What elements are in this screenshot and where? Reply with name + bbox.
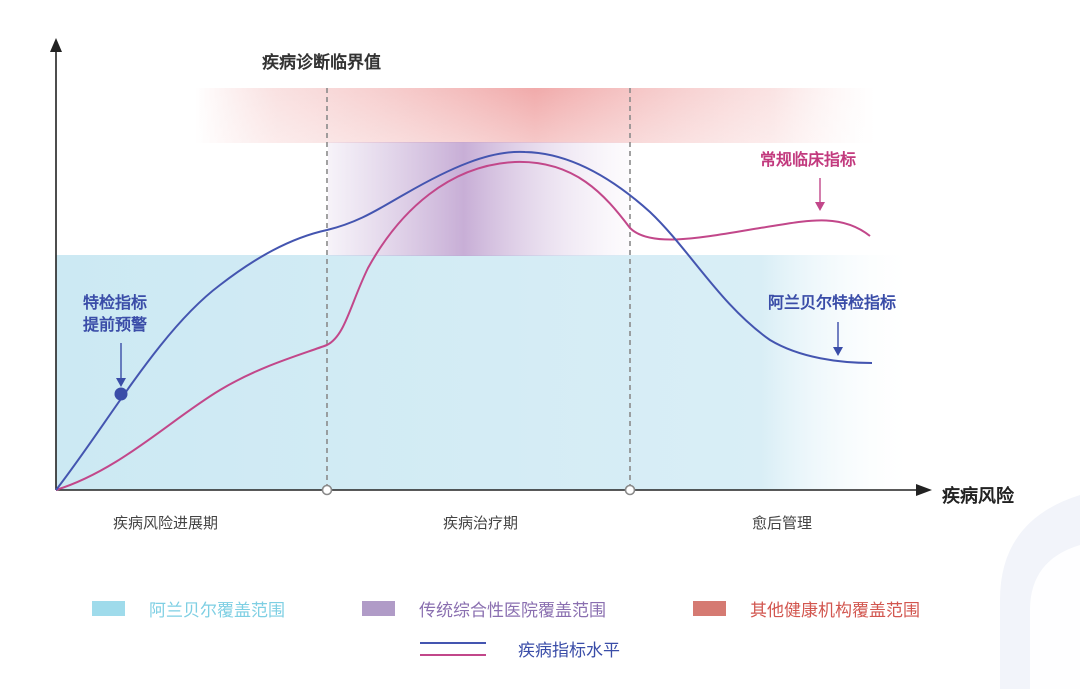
early-warning-label: 特检指标 提前预警	[83, 292, 147, 336]
legend-traditional-coverage: 传统综合性医院覆盖范围	[362, 596, 606, 621]
alan-special-indicator-curve	[55, 150, 873, 491]
phase-label-aftercare: 愈后管理	[752, 514, 813, 532]
phase-label-treatment: 疾病治疗期	[443, 514, 519, 532]
critical-value-label: 疾病诊断临界值	[262, 53, 381, 73]
conventional-indicator-curve	[55, 160, 871, 491]
alan-indicator-label: 阿兰贝尔特检指标	[768, 293, 897, 312]
legend-alan-text: 阿兰贝尔覆盖范围	[149, 601, 285, 621]
legend-line-swatch	[420, 641, 486, 656]
legend-traditional-text: 传统综合性医院覆盖范围	[419, 601, 606, 621]
conventional-indicator-label: 常规临床指标	[760, 150, 857, 169]
decorative-shape-inner	[1030, 545, 1080, 689]
legend-indicator-text: 疾病指标水平	[518, 641, 620, 661]
x-axis-label: 疾病风险	[942, 486, 1014, 507]
legend-swatch-red	[693, 601, 726, 616]
phase-marker-2	[624, 484, 636, 496]
x-axis-arrow	[916, 484, 932, 496]
legend-swatch-purple	[362, 601, 395, 616]
early-warning-dot	[114, 387, 128, 401]
phase-label-progression: 疾病风险进展期	[113, 514, 219, 532]
y-axis-arrow	[50, 38, 62, 52]
early-warning-line1: 特检指标	[83, 293, 148, 312]
alan-coverage-area	[56, 255, 916, 490]
phase-marker-1	[321, 484, 333, 496]
traditional-coverage-area	[328, 142, 630, 256]
conventional-arrow-head	[815, 202, 825, 211]
early-warning-line2: 提前预警	[83, 315, 148, 334]
legend-alan-coverage: 阿兰贝尔覆盖范围	[92, 596, 285, 621]
alan-arrow-head	[833, 347, 843, 356]
legend-indicator-level: 疾病指标水平	[418, 636, 620, 661]
legend-other-text: 其他健康机构覆盖范围	[750, 601, 920, 621]
warning-arrow-head	[116, 378, 126, 387]
legend-other-coverage: 其他健康机构覆盖范围	[693, 596, 920, 621]
legend-swatch-blue	[92, 601, 125, 616]
